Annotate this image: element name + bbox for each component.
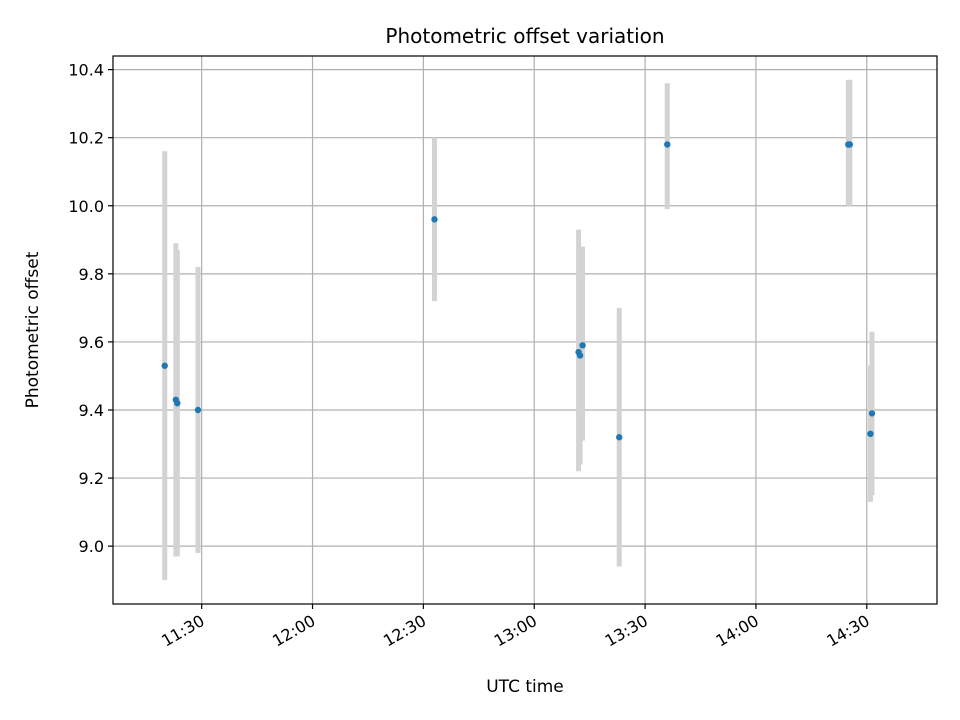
data-point [161, 362, 168, 369]
data-point [616, 434, 623, 441]
x-axis-title: UTC time [486, 677, 564, 697]
y-tick-label: 9.0 [79, 537, 104, 556]
y-axis-title: Photometric offset [23, 251, 43, 408]
y-tick-label: 9.6 [79, 333, 104, 352]
y-tick-label: 10.4 [68, 61, 104, 80]
data-point [431, 216, 438, 223]
data-point [579, 342, 586, 349]
y-tick-label: 9.2 [79, 469, 104, 488]
y-axis-ticks: 9.0 9.2 9.4 9.6 9.8 10.0 10.2 10.4 [68, 61, 113, 556]
data-point [867, 430, 874, 438]
data-point [846, 141, 854, 148]
y-tick-label: 10.2 [68, 129, 104, 148]
plot-frame [112, 55, 938, 605]
grid [113, 56, 937, 604]
data-point [576, 352, 584, 359]
y-tick-label: 10.0 [68, 197, 104, 216]
y-tick-label: 9.4 [79, 401, 104, 420]
chart-title: Photometric offset variation [385, 24, 664, 48]
y-tick-label: 9.8 [79, 265, 104, 284]
data-point [174, 399, 181, 407]
data-point [194, 406, 202, 414]
data-point [868, 410, 876, 417]
data-point [664, 141, 671, 148]
data-points [161, 141, 876, 441]
